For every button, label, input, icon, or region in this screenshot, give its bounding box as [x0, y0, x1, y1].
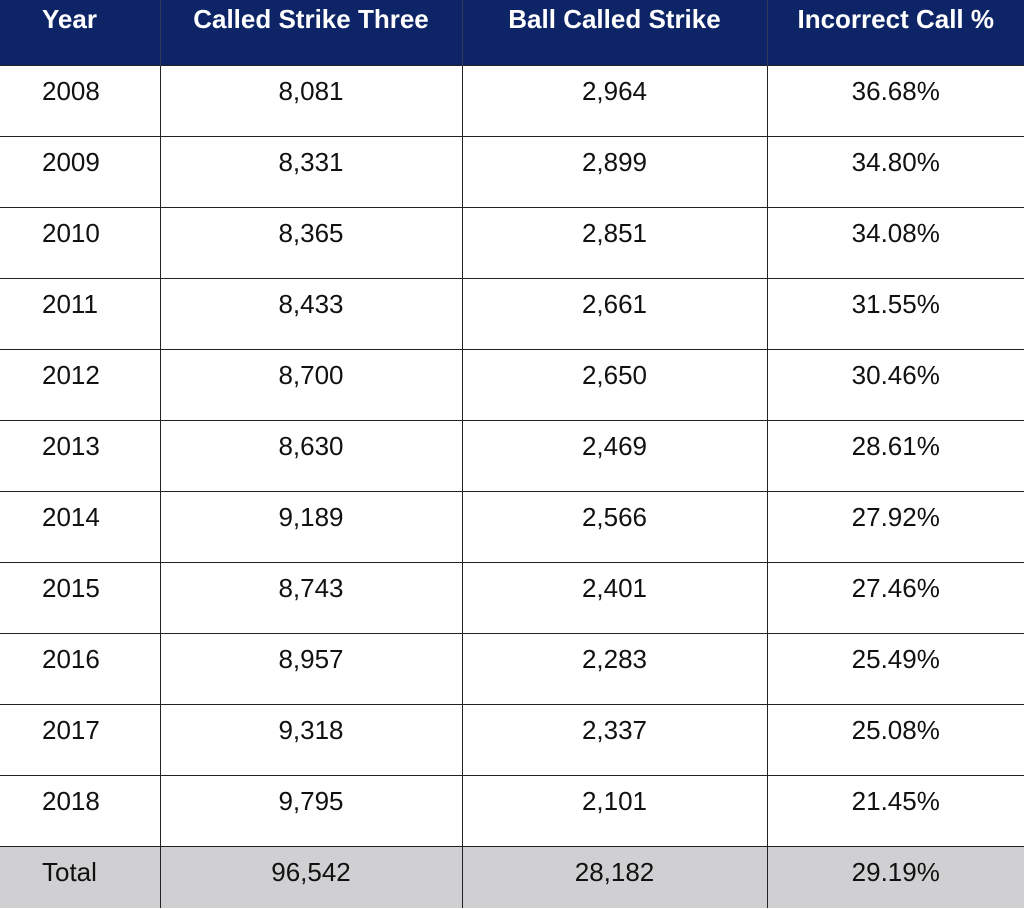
table-row: 2018 9,795 2,101 21.45%	[0, 774, 1024, 846]
cell-incorrect-call-pct: 30.46%	[766, 348, 1024, 420]
table-row: 2013 8,630 2,469 28.61%	[0, 419, 1024, 491]
cell-incorrect-call-pct: 29.19%	[766, 845, 1024, 908]
header-row: Year Called Strike Three Ball Called Str…	[0, 0, 1024, 65]
cell-called-strike-three: 96,542	[159, 845, 462, 908]
cell-year: 2011	[0, 277, 160, 349]
cell-called-strike-three: 8,331	[159, 135, 462, 207]
cell-called-strike-three: 8,957	[159, 632, 462, 704]
cell-called-strike-three: 8,433	[159, 277, 462, 349]
cell-called-strike-three: 9,795	[159, 774, 462, 846]
table-row: 2016 8,957 2,283 25.49%	[0, 632, 1024, 704]
cell-incorrect-call-pct: 27.92%	[766, 490, 1024, 562]
cell-year: 2009	[0, 135, 160, 207]
cell-called-strike-three: 9,189	[159, 490, 462, 562]
table-row: 2014 9,189 2,566 27.92%	[0, 490, 1024, 562]
header-year: Year	[0, 0, 160, 65]
cell-called-strike-three: 9,318	[159, 703, 462, 775]
cell-called-strike-three: 8,700	[159, 348, 462, 420]
cell-incorrect-call-pct: 34.80%	[766, 135, 1024, 207]
cell-ball-called-strike: 2,566	[461, 490, 767, 562]
total-row: Total 96,542 28,182 29.19%	[0, 845, 1024, 908]
cell-ball-called-strike: 2,650	[461, 348, 767, 420]
cell-year: 2016	[0, 632, 160, 704]
cell-called-strike-three: 8,743	[159, 561, 462, 633]
cell-incorrect-call-pct: 25.49%	[766, 632, 1024, 704]
cell-ball-called-strike: 2,899	[461, 135, 767, 207]
cell-ball-called-strike: 2,661	[461, 277, 767, 349]
table-body: 2008 8,081 2,964 36.68% 2009 8,331 2,899 34.80%…	[0, 64, 1024, 908]
cell-called-strike-three: 8,365	[159, 206, 462, 278]
cell-incorrect-call-pct: 36.68%	[766, 64, 1024, 136]
table-row: 2012 8,700 2,650 30.46%	[0, 348, 1024, 420]
cell-year: 2012	[0, 348, 160, 420]
cell-year: 2018	[0, 774, 160, 846]
cell-year: 2008	[0, 64, 160, 136]
table-row: 2017 9,318 2,337 25.08%	[0, 703, 1024, 775]
cell-ball-called-strike: 2,283	[461, 632, 767, 704]
header-incorrect-call-pct: Incorrect Call %	[766, 0, 1024, 65]
cell-incorrect-call-pct: 25.08%	[766, 703, 1024, 775]
cell-year: 2013	[0, 419, 160, 491]
cell-incorrect-call-pct: 28.61%	[766, 419, 1024, 491]
cell-called-strike-three: 8,630	[159, 419, 462, 491]
cell-ball-called-strike: 2,964	[461, 64, 767, 136]
cell-incorrect-call-pct: 21.45%	[766, 774, 1024, 846]
cell-called-strike-three: 8,081	[159, 64, 462, 136]
table-row: 2009 8,331 2,899 34.80%	[0, 135, 1024, 207]
table-row: 2015 8,743 2,401 27.46%	[0, 561, 1024, 633]
cell-ball-called-strike: 2,337	[461, 703, 767, 775]
cell-year: 2017	[0, 703, 160, 775]
cell-year: 2015	[0, 561, 160, 633]
cell-ball-called-strike: 2,469	[461, 419, 767, 491]
cell-year: 2014	[0, 490, 160, 562]
cell-ball-called-strike: 2,101	[461, 774, 767, 846]
cell-ball-called-strike: 28,182	[461, 845, 767, 908]
cell-ball-called-strike: 2,851	[461, 206, 767, 278]
cell-ball-called-strike: 2,401	[461, 561, 767, 633]
table-row: 2010 8,365 2,851 34.08%	[0, 206, 1024, 278]
cell-year: 2010	[0, 206, 160, 278]
table-row: 2008 8,081 2,964 36.68%	[0, 64, 1024, 136]
table-row: 2011 8,433 2,661 31.55%	[0, 277, 1024, 349]
header-ball-called-strike: Ball Called Strike	[461, 0, 767, 65]
cell-year: Total	[0, 845, 160, 908]
cell-incorrect-call-pct: 34.08%	[766, 206, 1024, 278]
header-called-strike-three: Called Strike Three	[159, 0, 462, 65]
cell-incorrect-call-pct: 31.55%	[766, 277, 1024, 349]
cell-incorrect-call-pct: 27.46%	[766, 561, 1024, 633]
